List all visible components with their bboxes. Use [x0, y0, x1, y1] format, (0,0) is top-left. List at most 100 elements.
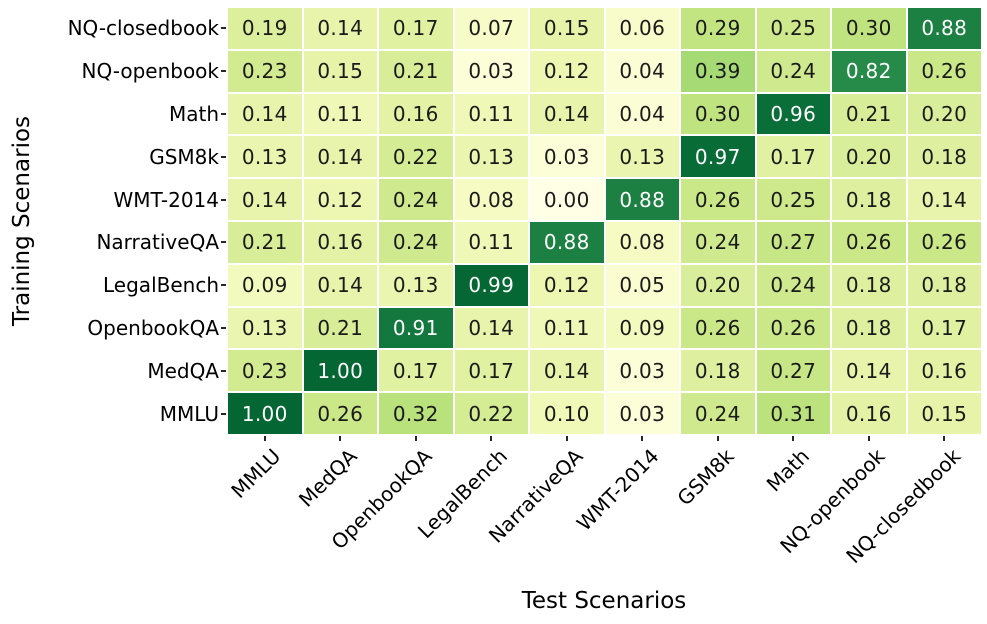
heatmap-cell: 0.24 — [379, 179, 453, 220]
heatmap-cell: 1.00 — [228, 393, 302, 434]
y-axis-tick-mark — [221, 284, 226, 287]
heatmap-cell: 0.24 — [379, 222, 453, 263]
heatmap-cell: 0.14 — [530, 93, 604, 135]
heatmap-cell: 0.99 — [454, 264, 528, 306]
heatmap-cell: 0.24 — [756, 264, 830, 306]
heatmap-cell: 0.21 — [832, 93, 906, 135]
heatmap-cell: 0.11 — [454, 93, 528, 135]
heatmap-cell: 0.17 — [379, 350, 453, 392]
heatmap-cell: 0.05 — [605, 264, 679, 306]
heatmap-cell: 0.14 — [454, 307, 528, 349]
heatmap-cell: 0.20 — [681, 264, 755, 306]
heatmap-cell: 0.08 — [454, 179, 528, 220]
heatmap-cell: 0.18 — [907, 264, 981, 306]
y-axis-tick-mark — [221, 327, 226, 329]
heatmap-cell: 0.12 — [530, 264, 604, 306]
heatmap-cell: 0.03 — [605, 350, 679, 392]
heatmap-cell: 0.11 — [530, 307, 604, 349]
heatmap-cell: 0.04 — [605, 50, 679, 92]
heatmap-cell: 0.20 — [832, 136, 906, 178]
heatmap-cell: 0.22 — [454, 393, 528, 434]
x-axis-title-text: Test Scenarios — [521, 588, 687, 614]
heatmap-cell: 0.21 — [228, 222, 302, 263]
y-axis-tick-mark — [221, 369, 226, 372]
heatmap-cell: 0.14 — [907, 179, 981, 220]
heatmap-cell: 0.16 — [832, 393, 906, 434]
heatmap-cell: 0.08 — [605, 222, 679, 263]
heatmap-cell: 0.27 — [756, 350, 830, 392]
heatmap-cell: 0.14 — [832, 350, 906, 392]
x-tick-label-text: MedQA — [293, 444, 362, 512]
heatmap-cell: 0.29 — [681, 8, 755, 49]
heatmap-cell: 0.21 — [379, 50, 453, 92]
heatmap-cell: 0.26 — [907, 222, 981, 263]
heatmap-cell: 1.00 — [303, 350, 377, 392]
x-axis-tick-mark — [414, 436, 417, 441]
heatmap-cell: 0.19 — [228, 8, 302, 49]
y-tick-label-text: LegalBench — [103, 273, 219, 298]
y-axis-title-text: Training Scenarios — [9, 115, 35, 327]
heatmap-cell: 0.15 — [530, 8, 604, 49]
heatmap-cell: 0.96 — [756, 93, 830, 135]
heatmap-cell: 0.10 — [530, 393, 604, 434]
heatmap-cell: 0.16 — [907, 350, 981, 392]
y-tick-label-text: MMLU — [159, 401, 219, 426]
y-axis-tick-mark — [221, 70, 226, 73]
heatmap-cell: 0.39 — [681, 50, 755, 92]
heatmap-cell: 0.26 — [907, 50, 981, 92]
x-axis-tick-mark — [792, 436, 795, 441]
heatmap-cell: 0.13 — [228, 307, 302, 349]
heatmap-cell: 0.11 — [303, 93, 377, 135]
x-axis-tick-mark — [716, 436, 719, 441]
heatmap-cell: 0.12 — [303, 179, 377, 220]
heatmap-cell: 0.32 — [379, 393, 453, 434]
heatmap-cell: 0.82 — [832, 50, 906, 92]
heatmap-cell: 0.11 — [454, 222, 528, 263]
heatmap-cell: 0.15 — [907, 393, 981, 434]
heatmap-cell: 0.14 — [303, 264, 377, 306]
x-axis-tick-mark — [565, 436, 568, 441]
heatmap-cell: 0.13 — [454, 136, 528, 178]
heatmap-cell: 0.18 — [681, 350, 755, 392]
heatmap-cell: 0.14 — [228, 179, 302, 220]
heatmap-cell: 0.14 — [228, 93, 302, 135]
heatmap-cell: 0.20 — [907, 93, 981, 135]
heatmap-cell: 0.12 — [530, 50, 604, 92]
y-axis-tick-mark — [221, 412, 226, 415]
heatmap-cell: 0.04 — [605, 93, 679, 135]
heatmap-cell: 0.24 — [681, 393, 755, 434]
heatmap-cell: 0.03 — [530, 136, 604, 178]
heatmap-cell: 0.09 — [605, 307, 679, 349]
heatmap-cell: 0.16 — [379, 93, 453, 135]
y-axis-tick-mark — [221, 155, 226, 158]
x-tick-label-text: GSM8k — [672, 444, 739, 511]
heatmap-cell: 0.13 — [379, 264, 453, 306]
heatmap-cell: 0.18 — [832, 179, 906, 220]
y-axis-tick-mark — [221, 113, 226, 115]
heatmap-cell: 0.30 — [681, 93, 755, 135]
heatmap-cell: 0.26 — [681, 307, 755, 349]
y-tick-label-text: NQ-openbook — [81, 59, 219, 84]
heatmap-cell: 0.00 — [530, 179, 604, 220]
heatmap-cell: 0.30 — [832, 8, 906, 49]
heatmap-cell: 0.26 — [756, 307, 830, 349]
heatmap-cell: 0.16 — [303, 222, 377, 263]
y-axis-tick-mark — [221, 198, 226, 201]
heatmap-cell: 0.26 — [303, 393, 377, 434]
heatmap-cell: 0.14 — [303, 8, 377, 49]
heatmap-cell: 0.88 — [907, 8, 981, 49]
x-axis-tick-mark — [943, 436, 946, 441]
heatmap-cell: 0.06 — [605, 8, 679, 49]
heatmap-cell: 0.03 — [454, 50, 528, 92]
heatmap-cell: 0.88 — [605, 179, 679, 220]
y-tick-label-text: OpenbookQA — [87, 316, 219, 340]
heatmap-cell: 0.18 — [832, 264, 906, 306]
x-axis-tick-mark — [641, 436, 644, 441]
heatmap-cell: 0.13 — [605, 136, 679, 178]
heatmap-cell: 0.14 — [303, 136, 377, 178]
heatmap-cell: 0.24 — [681, 222, 755, 263]
heatmap-cell: 0.21 — [303, 307, 377, 349]
x-axis-tick-mark — [263, 436, 266, 441]
y-tick-label-text: MedQA — [147, 358, 219, 383]
